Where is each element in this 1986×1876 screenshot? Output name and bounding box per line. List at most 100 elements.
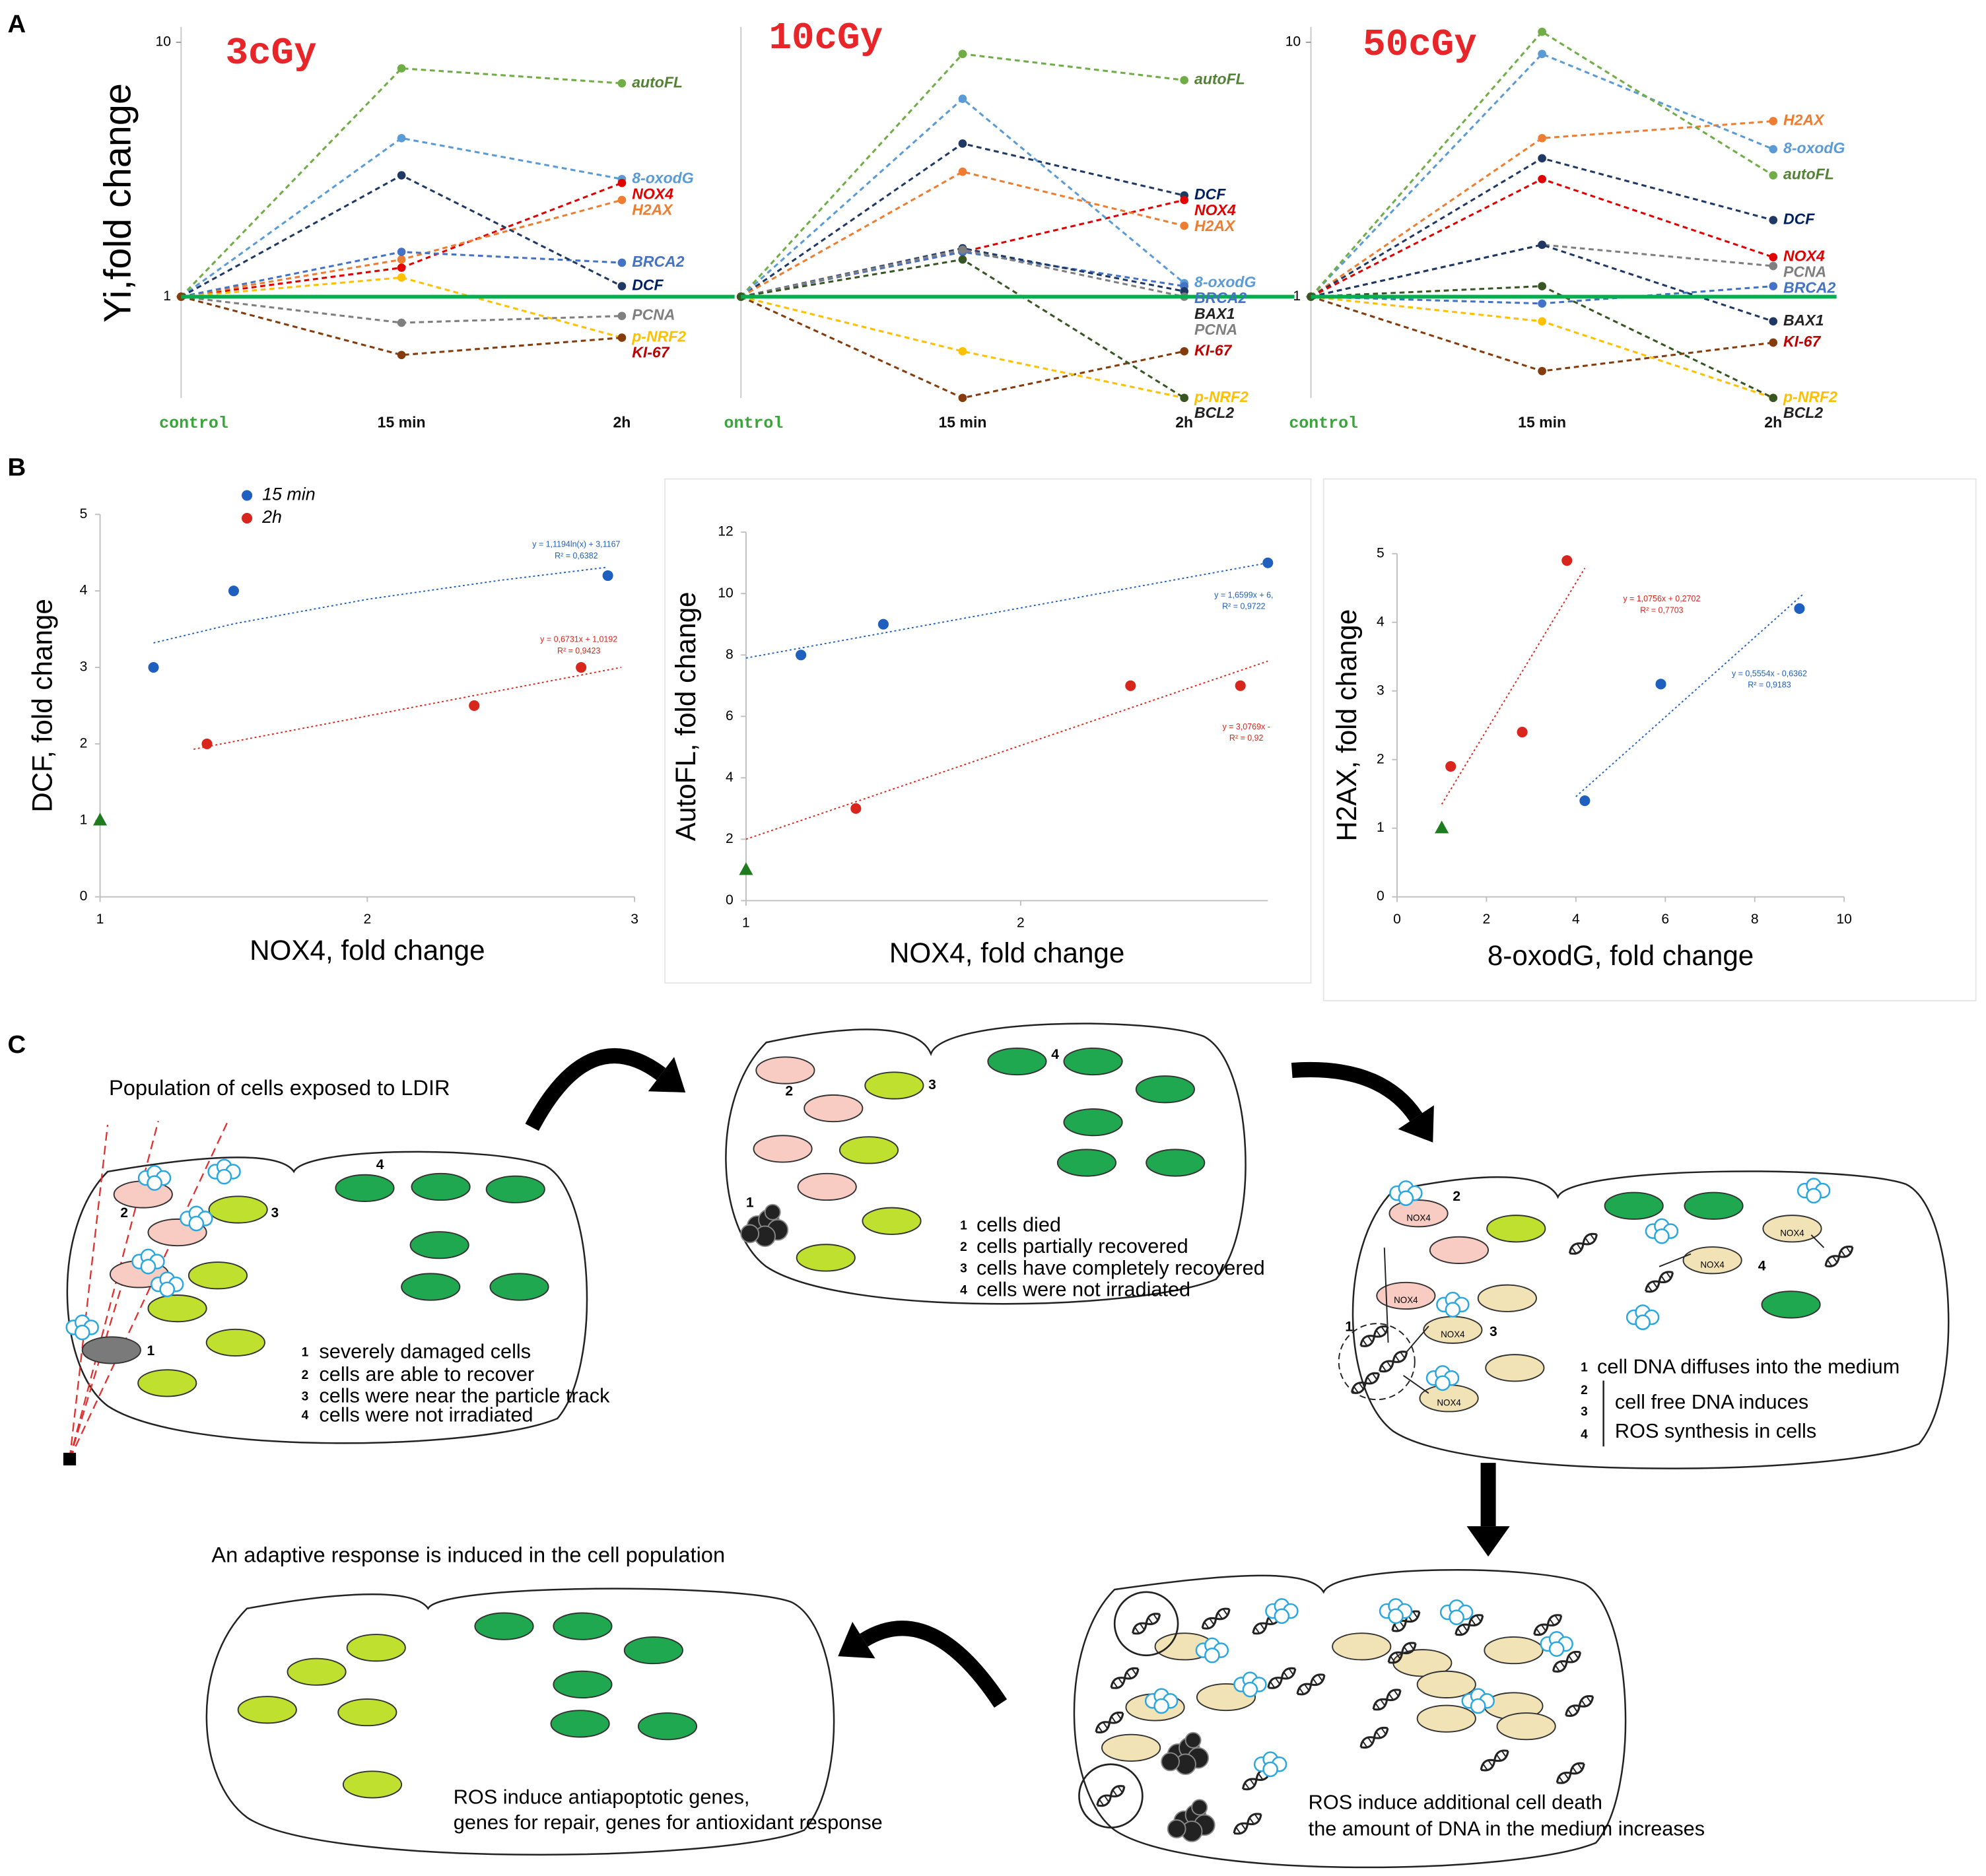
x-tick-label: 15 min xyxy=(1518,413,1566,430)
series-label: DCF xyxy=(1194,185,1226,203)
data-point xyxy=(201,738,213,749)
diagram-text: 1 xyxy=(1581,1360,1588,1374)
particle-track xyxy=(69,1120,229,1459)
y-tick-label: 10 xyxy=(156,34,171,50)
data-point xyxy=(1538,50,1546,59)
dna-rung xyxy=(1563,1772,1569,1780)
cell xyxy=(550,1710,610,1738)
dna-cluster xyxy=(1338,1323,1416,1401)
data-point xyxy=(1180,76,1189,84)
dna-rung xyxy=(1394,1355,1400,1362)
arrow-head xyxy=(1466,1526,1510,1557)
diagram-text: 3 xyxy=(1490,1324,1497,1339)
dna-rung xyxy=(1457,1628,1463,1635)
trendline xyxy=(153,566,608,644)
trend-r2: R² = 0,6382 xyxy=(555,551,598,560)
y-tick-label: 8 xyxy=(726,647,734,662)
dna-rung xyxy=(1501,1750,1507,1758)
dna-rung xyxy=(1375,1702,1381,1710)
dna-cluster xyxy=(1078,1763,1144,1828)
data-point xyxy=(1180,195,1189,205)
cell xyxy=(287,1658,347,1686)
x-axis-label: NOX4, fold change xyxy=(889,937,1124,968)
dead-cell xyxy=(1167,1819,1186,1838)
diagram-text: NOX4 xyxy=(1437,1398,1461,1408)
trendline xyxy=(745,660,1268,840)
y-tick-label: 1 xyxy=(80,812,88,827)
x-tick-label: control xyxy=(159,415,228,433)
dna-rung xyxy=(1103,1722,1109,1729)
y-axis-label: H2AX, fold change xyxy=(1331,609,1362,842)
diagram-text: 1 xyxy=(302,1345,309,1359)
data-point xyxy=(617,195,627,205)
diagram-text: 3 xyxy=(960,1262,967,1276)
cell xyxy=(987,1047,1047,1076)
dna-rung xyxy=(1249,1817,1254,1825)
trend-equation: y = 3,0769x - xyxy=(1223,722,1270,731)
cell xyxy=(1135,1075,1195,1104)
data-point xyxy=(397,255,406,264)
cell xyxy=(1682,1246,1742,1275)
dna xyxy=(1372,1689,1402,1711)
data-point xyxy=(1538,27,1546,36)
dna-rung xyxy=(1567,1709,1573,1716)
dna-rung xyxy=(1462,1624,1468,1632)
data-point xyxy=(1561,555,1573,566)
data-point xyxy=(617,333,627,342)
data-point xyxy=(617,258,627,267)
diagram-text: cells have completely recovered xyxy=(976,1256,1265,1279)
control-point xyxy=(739,862,753,875)
data-point xyxy=(1769,338,1778,347)
cell xyxy=(1056,1149,1117,1177)
cell xyxy=(796,1244,856,1272)
dna xyxy=(1565,1695,1594,1717)
diagram-text: cells were near the particle track xyxy=(319,1384,610,1407)
diagram-text: cell free DNA induces xyxy=(1615,1390,1808,1413)
series-label: BRCA2 xyxy=(1194,289,1247,306)
dna-rung xyxy=(1568,1655,1574,1663)
dna xyxy=(1552,1650,1581,1673)
data-point xyxy=(1769,317,1778,326)
dna-rung xyxy=(1393,1689,1399,1697)
ros-cloud xyxy=(1204,1647,1220,1663)
y-tick-label: 5 xyxy=(1377,545,1385,560)
series-label: BRCA2 xyxy=(1783,279,1835,296)
trendline xyxy=(193,667,622,750)
cell xyxy=(839,1136,899,1164)
diagram-text: 2 xyxy=(960,1240,967,1254)
cell xyxy=(862,1207,922,1235)
cell xyxy=(1484,1636,1544,1665)
diagram-text: the amount of DNA in the medium increase… xyxy=(1309,1817,1705,1840)
dna-rung xyxy=(1304,1684,1310,1691)
diagram-text: 4 xyxy=(1051,1047,1059,1062)
data-point xyxy=(1769,282,1778,290)
data-point xyxy=(228,586,239,597)
data-point xyxy=(1125,680,1136,691)
trend-equation: y = 1,6599x + 6, xyxy=(1214,590,1273,599)
diagram-text: 4 xyxy=(302,1409,309,1423)
series-label: 8-oxodG xyxy=(1194,273,1256,290)
dna-rung xyxy=(1118,1677,1124,1685)
arrow xyxy=(860,1621,1008,1708)
cell xyxy=(337,1698,397,1727)
ros-cloud xyxy=(1262,1761,1278,1778)
cell xyxy=(137,1369,197,1397)
dna-rung xyxy=(1647,1285,1653,1292)
cell xyxy=(1496,1712,1556,1741)
diagram-text: NOX4 xyxy=(1700,1259,1725,1269)
dna-rung xyxy=(1113,1681,1118,1689)
data-point xyxy=(1538,282,1546,290)
dna xyxy=(1110,1667,1140,1689)
x-tick-label: 2 xyxy=(363,912,371,927)
dna-rung xyxy=(1275,1677,1281,1685)
y-tick-label: 2 xyxy=(726,831,734,846)
cell xyxy=(1486,1215,1546,1243)
data-point xyxy=(1769,171,1778,180)
dna-rung xyxy=(1204,1621,1210,1629)
diagram-text: 1 xyxy=(960,1219,967,1232)
y-tick-label: 3 xyxy=(1377,683,1385,698)
dna xyxy=(1391,1610,1421,1632)
cell-population xyxy=(725,1022,1247,1305)
dna xyxy=(1645,1271,1674,1293)
x-tick-label: 10 xyxy=(1836,912,1851,927)
